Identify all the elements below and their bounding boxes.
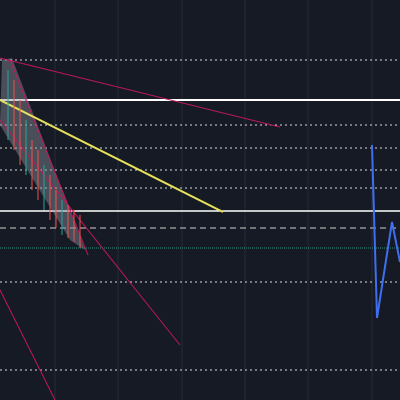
forecast-line [371,144,400,319]
candles [7,70,81,248]
trend-line [0,289,56,400]
channel [0,58,85,250]
trend-line [0,119,181,346]
dotted-levels [0,59,400,371]
trend-line [9,59,89,256]
yellow-trend [0,99,224,213]
trend-line [0,57,281,128]
trend-lines [0,57,281,400]
vertical-grid [54,0,373,400]
